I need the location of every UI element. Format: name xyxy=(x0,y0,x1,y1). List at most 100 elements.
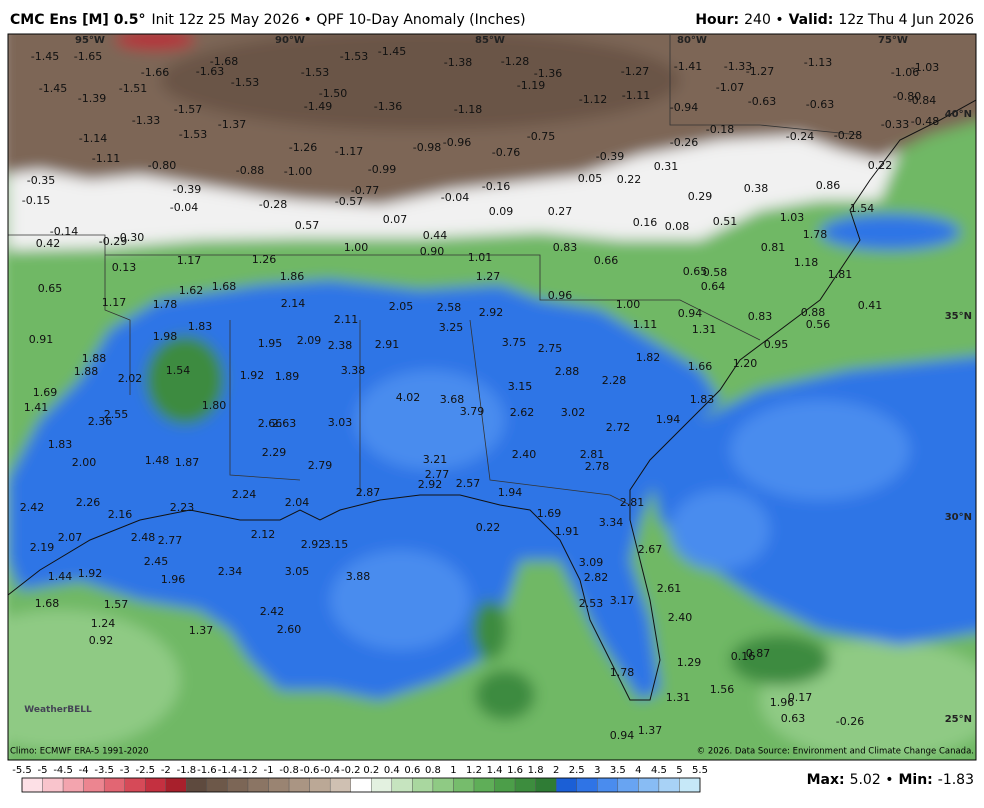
map-value-label: 0.07 xyxy=(383,213,408,226)
map-value-label: 0.22 xyxy=(476,521,501,534)
map-value-label: -0.04 xyxy=(441,191,469,204)
colorbar-label: -4 xyxy=(79,765,89,776)
map-value-label: -0.35 xyxy=(27,174,55,187)
min: -1.83 xyxy=(938,772,974,788)
map-value-label: -0.48 xyxy=(911,115,939,128)
map-value-label: -0.29 xyxy=(99,235,127,248)
map-value-label: 1.94 xyxy=(498,486,523,499)
map-value-label: -1.45 xyxy=(39,82,67,95)
map-value-label: 3.15 xyxy=(508,380,533,393)
map-value-label: 3.68 xyxy=(440,393,465,406)
map-value-label: -0.30 xyxy=(116,231,144,244)
map-field xyxy=(8,34,976,760)
colorbar-label: -0.2 xyxy=(341,765,361,776)
map-value-label: 3.75 xyxy=(502,336,527,349)
map-value-label: 1.17 xyxy=(102,296,127,309)
valid: 12z Thu 4 Jun 2026 xyxy=(838,12,974,28)
map-value-label: 1.37 xyxy=(189,624,214,637)
colorbar-cell xyxy=(145,777,167,793)
colorbar-cell xyxy=(186,777,208,793)
map-value-label: 0.31 xyxy=(654,160,679,173)
map-value-label: -0.04 xyxy=(170,201,198,214)
map-value-label: 1.82 xyxy=(636,351,661,364)
map-value-label: -1.37 xyxy=(218,118,246,131)
map-value-label: 3.88 xyxy=(346,570,371,583)
colorbar-cell xyxy=(103,777,125,793)
colorbar-cell xyxy=(206,777,228,793)
map-value-label: 0.58 xyxy=(703,266,728,279)
map-value-label: 1.66 xyxy=(688,360,713,373)
map-value-label: 2.12 xyxy=(251,528,276,541)
colorbar-label: 1.4 xyxy=(487,765,503,776)
map-value-label: 3.25 xyxy=(439,321,464,334)
map-value-label: -0.14 xyxy=(50,225,78,238)
map-value-label: 0.88 xyxy=(801,306,826,319)
colorbar-label: -1.6 xyxy=(197,765,217,776)
map-value-label: -1.13 xyxy=(804,56,832,69)
map-value-label: 0.41 xyxy=(858,299,883,312)
map-value-label: 1.37 xyxy=(638,724,663,737)
map-value-label: -0.39 xyxy=(596,150,624,163)
map-value-label: -1.53 xyxy=(231,76,259,89)
map-value-label: 1.80 xyxy=(202,399,227,412)
colorbar-cell xyxy=(535,777,557,793)
map-value-label: 0.16 xyxy=(633,216,658,229)
map-value-label: 2.34 xyxy=(218,565,243,578)
map-value-label: 2.75 xyxy=(538,342,563,355)
map-value-label: 1.18 xyxy=(794,256,819,269)
map-value-label: -1.27 xyxy=(621,65,649,78)
map-value-label: 1.88 xyxy=(82,352,107,365)
map-value-label: 0.92 xyxy=(89,634,114,647)
colorbar-cell xyxy=(494,777,516,793)
map-value-label: -1.53 xyxy=(179,128,207,141)
colorbar-label: 1.8 xyxy=(528,765,544,776)
map-value-label: 2.42 xyxy=(260,605,285,618)
map-value-label: 0.64 xyxy=(701,280,726,293)
colorbar-label: -5 xyxy=(38,765,48,776)
map-value-label: 2.05 xyxy=(389,300,414,313)
map-value-label: -1.03 xyxy=(911,61,939,74)
map-value-label: 0.09 xyxy=(489,205,514,218)
colorbar-cell xyxy=(309,777,331,793)
map-value-label: 0.96 xyxy=(548,289,573,302)
colorbar-label: 4.5 xyxy=(651,765,667,776)
lat-label: 40°N xyxy=(945,109,972,120)
colorbar-cell xyxy=(371,777,393,793)
map-value-label: -1.65 xyxy=(74,50,102,63)
map-value-label: -0.80 xyxy=(148,159,176,172)
map-value-label: 2.09 xyxy=(297,334,322,347)
map-value-label: -0.26 xyxy=(670,136,698,149)
map-value-label: 1.92 xyxy=(240,369,265,382)
map-value-label: -0.39 xyxy=(173,183,201,196)
colorbar-label: -0.8 xyxy=(279,765,299,776)
map-value-label: -1.39 xyxy=(78,92,106,105)
map-value-label: 2.67 xyxy=(638,543,663,556)
map-value-label: 3.09 xyxy=(579,556,604,569)
map-value-label: -1.53 xyxy=(340,50,368,63)
map-value-label: 2.72 xyxy=(606,421,631,434)
map-value-label: 2.92 xyxy=(301,538,326,551)
map-value-label: 2.16 xyxy=(108,508,133,521)
map-value-label: 3.03 xyxy=(328,416,353,429)
map-value-label: 1.26 xyxy=(252,253,277,266)
map-value-label: -1.49 xyxy=(304,100,332,113)
map-value-label: 3.34 xyxy=(599,516,624,529)
map-value-label: 1.88 xyxy=(74,365,99,378)
colorbar-label: -0.6 xyxy=(300,765,320,776)
colorbar-cell xyxy=(391,777,413,793)
map-value-label: 0.63 xyxy=(781,712,806,725)
map-value-label: 1.89 xyxy=(275,370,300,383)
colorbar-label: 0.4 xyxy=(384,765,400,776)
map-value-label: 1.81 xyxy=(828,268,853,281)
map-value-label: 1.78 xyxy=(610,666,635,679)
map-value-label: 1.95 xyxy=(258,337,283,350)
map-value-label: 0.56 xyxy=(806,318,831,331)
map-value-label: 1.11 xyxy=(633,318,658,331)
map-value-label: 1.56 xyxy=(710,683,735,696)
colorbar-cell xyxy=(432,777,454,793)
map-value-label: 1.78 xyxy=(803,228,828,241)
map-value-label: -0.63 xyxy=(806,98,834,111)
colorbar-cell xyxy=(329,777,351,793)
map-value-label: -0.28 xyxy=(259,198,287,211)
colorbar-cell xyxy=(453,777,475,793)
